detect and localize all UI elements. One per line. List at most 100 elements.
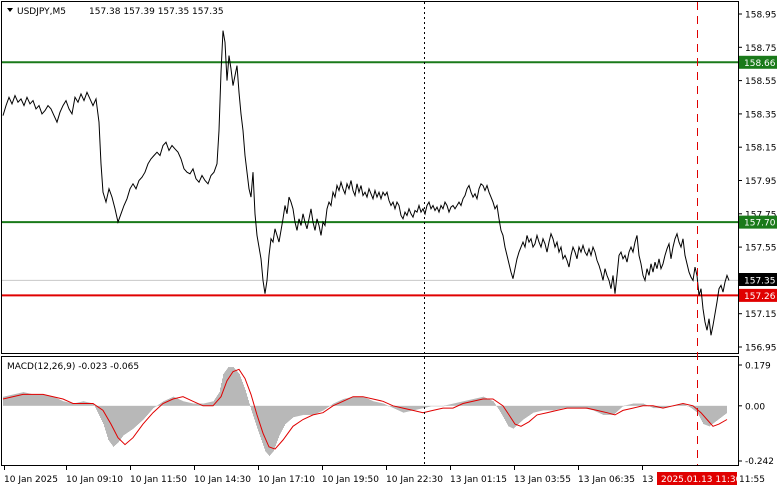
macd-histogram-bar (535, 405, 536, 413)
macd-histogram-bar (723, 405, 724, 416)
macd-histogram-bar (78, 402, 79, 406)
macd-histogram-bar (494, 402, 495, 406)
macd-histogram-bar (403, 405, 404, 413)
macd-histogram-bar (571, 405, 572, 409)
macd-histogram-bar (352, 396, 353, 406)
macd-histogram-bar (449, 404, 450, 406)
macd-histogram-bar (193, 403, 194, 406)
macd-histogram-bar (554, 405, 555, 411)
macd-histogram-bar (240, 376, 241, 406)
macd-histogram-bar (685, 404, 686, 406)
macd-histogram-bar (325, 405, 326, 410)
horizontal-levels (2, 61, 738, 297)
macd-histogram-bar (320, 405, 321, 412)
macd-histogram-bar (532, 405, 533, 414)
macd-histogram-bar (602, 405, 603, 415)
macd-histogram-bar (436, 405, 437, 407)
macd-histogram-bar (393, 405, 394, 409)
macd-histogram-bar (693, 405, 694, 410)
macd-histogram-bar (635, 403, 636, 406)
macd-histogram-bar (473, 398, 474, 406)
macd-histogram-bar (513, 405, 514, 429)
macd-histogram-bar (385, 404, 386, 406)
macd-histogram-bar (37, 394, 38, 406)
macd-histogram-bar (328, 405, 329, 407)
price-panel[interactable] (1, 1, 739, 354)
macd-histogram-bar (458, 402, 459, 406)
macd-histogram-bar (116, 405, 117, 445)
symbol-label: USDJPY,M5 (17, 7, 66, 17)
macd-histogram-bar (351, 397, 352, 406)
macd-histogram-bar (471, 399, 472, 406)
macd-histogram-bar (59, 399, 60, 406)
macd-histogram-bar (725, 405, 726, 415)
macd-histogram-bar (165, 400, 166, 406)
macd-histogram-bar (17, 393, 18, 406)
macd-histogram-bar (548, 405, 549, 411)
macd-histogram-bar (137, 405, 138, 425)
macd-histogram-bar (528, 405, 529, 417)
macd-histogram-bar (416, 405, 417, 410)
macd-histogram-bar (159, 403, 160, 406)
macd-histogram-bar (421, 405, 422, 409)
macd-histogram-bar (597, 405, 598, 413)
macd-histogram-bar (450, 404, 451, 406)
macd-histogram-bar (46, 395, 47, 406)
macd-histogram-bar (518, 405, 519, 425)
macd-histogram-bar (91, 403, 92, 406)
macd-histogram-bar (74, 403, 75, 406)
macd-histogram-bar (556, 405, 557, 410)
macd-histogram-bar (139, 405, 140, 424)
macd-histogram-bar (576, 405, 577, 409)
macd-histogram-bar (380, 402, 381, 406)
macd-histogram-bar (359, 396, 360, 406)
macd-histogram-bar (409, 405, 410, 412)
macd-histogram-bar (618, 405, 619, 411)
price-axis-label: 158.75 (745, 44, 777, 54)
macd-histogram-bar (457, 402, 458, 406)
macd-histogram-bar (298, 405, 299, 417)
symbol-dropdown-icon[interactable] (7, 8, 13, 12)
macd-histogram-bar (246, 393, 247, 406)
macd-histogram-bar (395, 405, 396, 410)
macd-histogram-bar (263, 405, 264, 446)
macd-histogram-bar (536, 405, 537, 412)
price-axis-label: 156.95 (745, 344, 777, 354)
macd-histogram-bar (498, 405, 499, 409)
time-label: 10 Jan 14:30 (194, 475, 251, 485)
macd-histogram-bar (94, 405, 95, 407)
macd-histogram-bar (500, 405, 501, 413)
macd-histogram-bar (53, 396, 54, 406)
macd-histogram-bar (214, 399, 215, 406)
macd-histogram-bar (178, 398, 179, 406)
macd-histogram-bar (317, 405, 318, 414)
macd-histogram-bar (212, 401, 213, 406)
macd-histogram-bar (138, 405, 139, 425)
macd-histogram-bar (25, 392, 26, 406)
macd-histogram-bar (44, 394, 45, 406)
macd-signal-line (2, 368, 728, 450)
macd-histogram-bar (285, 405, 286, 425)
macd-histogram-bar (175, 397, 176, 406)
macd-histogram-bar (584, 405, 585, 409)
macd-histogram-bar (132, 405, 133, 430)
macd-histogram-bar (587, 405, 588, 410)
macd-histogram-bar (142, 405, 143, 421)
macd-histogram-bar (115, 405, 116, 446)
macd-histogram-bar (712, 405, 713, 425)
macd-histogram-bar (389, 405, 390, 407)
macd-histogram-bar (711, 405, 712, 425)
macd-histogram-bar (368, 398, 369, 406)
macd-histogram-bar (186, 401, 187, 406)
macd-histogram-bar (36, 394, 37, 406)
macd-histogram-bar (103, 405, 104, 425)
macd-histogram-bar (495, 404, 496, 406)
macd-histogram-bar (472, 399, 473, 406)
macd-histogram-bar (327, 405, 328, 408)
macd-histogram-bar (517, 405, 518, 425)
macd-histogram-bar (484, 397, 485, 406)
macd-histogram-bar (319, 405, 320, 413)
macd-histogram-bar (114, 405, 115, 446)
macd-histogram-bar (489, 399, 490, 406)
macd-histogram-bar (559, 405, 560, 410)
